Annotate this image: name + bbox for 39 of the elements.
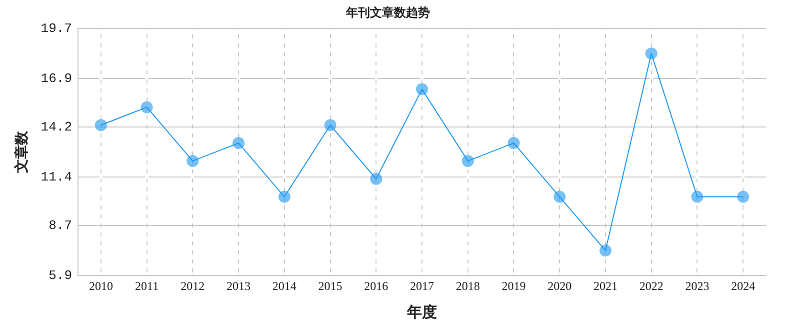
x-tick-label: 2017 [410,278,434,293]
x-tick-label: 2018 [456,278,480,293]
x-tick-label: 2021 [593,278,618,293]
x-tick-label: 2019 [502,278,526,293]
y-tick-label: 8.7 [48,218,72,233]
point [186,154,199,167]
x-tick-label: 2016 [364,278,388,293]
x-tick-label: 2014 [272,278,296,293]
y-tick-label: 19.7 [40,20,72,36]
x-axis-title: 年度 [406,302,438,321]
point [691,190,704,203]
y-tick-label: 14.2 [40,119,72,134]
x-tick-label: 2011 [135,278,159,293]
point [416,83,428,96]
point [645,47,658,60]
x-tick-label: 2013 [226,278,251,293]
point [462,154,474,167]
point [554,190,566,203]
y-tick-label: 5.9 [48,268,72,284]
chart-title: 年刊文章数趋势 [345,5,430,20]
point [324,119,336,132]
x-tick-label: 2020 [548,278,572,293]
point [370,172,382,185]
y-tick-label: 16.9 [40,70,72,86]
x-tick-label: 2010 [88,278,113,293]
point [232,137,245,150]
y-axis-title: 文章数 [13,130,30,174]
point [508,137,520,150]
x-tick-label: 2012 [180,278,205,293]
x-tick-label: 2024 [731,278,756,293]
point [599,244,612,257]
x-tick-label: 2023 [685,278,710,293]
point [140,101,153,114]
point [278,190,290,203]
y-tick-label: 11.4 [40,170,72,185]
point [737,190,750,203]
x-tick-label: 2022 [639,278,664,293]
x-tick-label: 2015 [318,278,342,293]
point [94,119,107,132]
